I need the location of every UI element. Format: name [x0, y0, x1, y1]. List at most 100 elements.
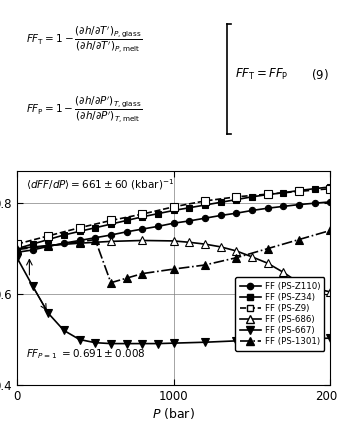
FF (PS-667) [156, 341, 160, 346]
FF (PS-Z110) [328, 199, 332, 204]
FF (PS-Z34) [203, 203, 207, 208]
FF (PS-686) [46, 243, 50, 248]
FF (PS-686) [172, 239, 176, 244]
Text: $FF_\mathrm{P} = 1 - \dfrac{(\partial h/\partial P^\prime)_{T,\mathrm{glass}}}{(: $FF_\mathrm{P} = 1 - \dfrac{(\partial h/… [26, 94, 142, 124]
FF (PS-686) [203, 242, 207, 247]
Line: FF (PS-1301): FF (PS-1301) [13, 227, 334, 286]
FF (PS-Z34) [266, 192, 270, 197]
FF (PS-Z34) [30, 242, 35, 247]
FF (PS-Z110) [297, 202, 301, 207]
FF (PS-Z34) [328, 184, 332, 190]
FF (PS-Z110) [250, 208, 254, 213]
FF (PS-Z34) [156, 211, 160, 216]
FF (PS-Z9) [297, 189, 301, 194]
FF (PS-667) [78, 337, 82, 342]
Line: FF (PS-686): FF (PS-686) [13, 236, 334, 296]
FF (PS-Z34) [234, 197, 238, 202]
Line: FF (PS-667): FF (PS-667) [13, 253, 334, 348]
FF (PS-1301) [234, 255, 238, 260]
FF (PS-1301) [46, 243, 50, 248]
FF (PS-Z9) [46, 233, 50, 239]
FF (PS-Z34) [281, 190, 285, 195]
FF (PS-Z34) [187, 205, 191, 210]
FF (PS-1301) [78, 239, 82, 244]
FF (PS-667) [172, 341, 176, 346]
FF (PS-667) [109, 341, 113, 346]
FF (PS-667) [125, 341, 129, 346]
FF (PS-Z34) [140, 214, 144, 220]
FF (PS-667) [46, 310, 50, 316]
FF (PS-Z110) [313, 201, 317, 206]
Text: $(9)$: $(9)$ [311, 67, 329, 82]
FF (PS-Z34) [109, 222, 113, 227]
FF (PS-Z110) [281, 204, 285, 209]
X-axis label: $P$ (bar): $P$ (bar) [152, 406, 195, 420]
FF (PS-1301) [203, 262, 207, 267]
FF (PS-686) [234, 248, 238, 253]
FF (PS-667) [93, 340, 97, 345]
FF (PS-Z34) [297, 188, 301, 193]
FF (PS-Z110) [203, 216, 207, 221]
FF (PS-667) [30, 283, 35, 288]
Text: $FF_\mathrm{T} = 1 - \dfrac{(\partial h/\partial T^\prime)_{P,\mathrm{glass}}}{(: $FF_\mathrm{T} = 1 - \dfrac{(\partial h/… [26, 24, 143, 55]
FF (PS-Z34) [93, 225, 97, 230]
FF (PS-Z34) [78, 229, 82, 234]
FF (PS-Z9) [15, 242, 19, 247]
FF (PS-1301) [93, 237, 97, 242]
FF (PS-Z110) [156, 224, 160, 229]
FF (PS-667) [297, 337, 301, 342]
FF (PS-Z9) [78, 225, 82, 230]
FF (PS-Z34) [172, 208, 176, 213]
FF (PS-1301) [266, 246, 270, 251]
FF (PS-1301) [172, 266, 176, 272]
FF (PS-667) [234, 338, 238, 343]
FF (PS-Z110) [62, 241, 66, 246]
FF (PS-667) [140, 341, 144, 346]
FF (PS-Z9) [328, 186, 332, 191]
FF (PS-1301) [109, 280, 113, 285]
FF (PS-667) [328, 335, 332, 341]
FF (PS-Z34) [250, 194, 254, 199]
FF (PS-Z110) [218, 213, 222, 218]
FF (PS-Z110) [78, 238, 82, 243]
FF (PS-686) [187, 240, 191, 245]
FF (PS-686) [250, 254, 254, 259]
Text: $FF_{P=1}\ = 0.691 \pm 0.008$: $FF_{P=1}\ = 0.691 \pm 0.008$ [26, 348, 146, 361]
FF (PS-Z34) [313, 186, 317, 191]
FF (PS-Z110) [234, 211, 238, 216]
FF (PS-Z110) [266, 206, 270, 211]
FF (PS-Z110) [30, 247, 35, 253]
FF (PS-1301) [328, 228, 332, 233]
FF (PS-686) [328, 289, 332, 294]
FF (PS-686) [281, 270, 285, 275]
FF (PS-Z34) [62, 233, 66, 238]
Line: FF (PS-Z110): FF (PS-Z110) [14, 199, 333, 255]
FF (PS-Z9) [203, 198, 207, 203]
FF (PS-686) [313, 286, 317, 291]
FF (PS-667) [15, 255, 19, 260]
FF (PS-667) [62, 328, 66, 333]
Text: $FF_\mathrm{T} = FF_\mathrm{P}$: $FF_\mathrm{T} = FF_\mathrm{P}$ [235, 67, 288, 82]
Text: $\langle dFF/dP\rangle = 661 \pm 60\ \mathrm{(kbar)^{-1}}$: $\langle dFF/dP\rangle = 661 \pm 60\ \ma… [26, 177, 175, 192]
FF (PS-Z110) [46, 244, 50, 249]
FF (PS-667) [266, 338, 270, 343]
FF (PS-1301) [15, 247, 19, 252]
FF (PS-Z110) [140, 227, 144, 232]
FF (PS-Z110) [93, 235, 97, 240]
FF (PS-Z110) [125, 229, 129, 234]
FF (PS-Z110) [15, 250, 19, 255]
FF (PS-Z34) [46, 237, 50, 242]
FF (PS-Z110) [187, 218, 191, 223]
FF (PS-686) [297, 280, 301, 285]
FF (PS-667) [203, 340, 207, 345]
FF (PS-1301) [297, 237, 301, 242]
FF (PS-Z34) [218, 200, 222, 205]
FF (PS-Z9) [266, 192, 270, 197]
Line: FF (PS-Z34): FF (PS-Z34) [13, 184, 334, 252]
FF (PS-686) [218, 244, 222, 250]
FF (PS-686) [140, 238, 144, 243]
FF (PS-Z34) [15, 246, 19, 251]
FF (PS-1301) [125, 276, 129, 281]
FF (PS-Z34) [125, 218, 129, 223]
FF (PS-Z9) [172, 204, 176, 209]
